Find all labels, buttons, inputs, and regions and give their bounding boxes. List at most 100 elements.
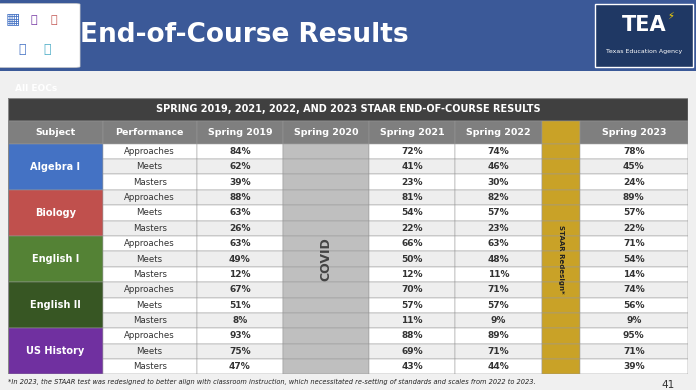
Bar [283, 221, 369, 236]
Bar [283, 344, 369, 359]
Bar [541, 205, 580, 221]
Text: 88%: 88% [402, 332, 423, 340]
Text: 74%: 74% [623, 285, 644, 294]
Text: 57%: 57% [488, 301, 509, 310]
Bar [455, 328, 541, 344]
Text: 54%: 54% [623, 255, 644, 264]
Text: 82%: 82% [488, 193, 509, 202]
Bar [283, 267, 369, 282]
Bar [102, 236, 197, 252]
Bar [8, 190, 102, 236]
Text: 66%: 66% [402, 239, 423, 248]
Text: 30%: 30% [488, 178, 509, 187]
Bar [455, 221, 541, 236]
Text: 81%: 81% [402, 193, 423, 202]
Bar [369, 205, 455, 221]
Bar [580, 252, 688, 267]
Bar [369, 344, 455, 359]
Bar [455, 344, 541, 359]
Bar [541, 121, 580, 144]
Text: 84%: 84% [229, 147, 251, 156]
Bar [102, 121, 197, 144]
Text: TEA: TEA [622, 15, 666, 35]
Bar [197, 328, 283, 344]
Bar [102, 267, 197, 282]
Bar [455, 236, 541, 252]
Text: 63%: 63% [229, 239, 251, 248]
Text: 9%: 9% [491, 316, 506, 325]
Bar [580, 121, 688, 144]
Bar [283, 313, 369, 328]
Bar [541, 190, 580, 205]
Text: 62%: 62% [229, 162, 251, 171]
Bar [541, 344, 580, 359]
Text: English II: English II [30, 300, 81, 310]
Text: Approaches: Approaches [125, 239, 175, 248]
Bar [197, 236, 283, 252]
Bar [197, 313, 283, 328]
Text: 71%: 71% [623, 239, 644, 248]
Bar [283, 205, 369, 221]
Bar [580, 236, 688, 252]
Bar [369, 221, 455, 236]
Text: Approaches: Approaches [125, 147, 175, 156]
Text: 89%: 89% [488, 332, 509, 340]
Bar [197, 190, 283, 205]
Bar [541, 159, 580, 174]
Bar [455, 252, 541, 267]
Text: 11%: 11% [402, 316, 423, 325]
Bar [369, 359, 455, 374]
Text: Meets: Meets [136, 208, 163, 218]
Bar [8, 144, 102, 190]
Bar [541, 282, 580, 298]
Bar [580, 221, 688, 236]
Text: Spring 2023: Spring 2023 [601, 128, 666, 137]
Bar [197, 267, 283, 282]
Text: Subject: Subject [35, 128, 76, 137]
Bar [580, 344, 688, 359]
Text: 50%: 50% [402, 255, 423, 264]
Text: 89%: 89% [623, 193, 644, 202]
Text: 93%: 93% [229, 332, 251, 340]
Text: 72%: 72% [402, 147, 423, 156]
Text: 46%: 46% [488, 162, 509, 171]
Text: 54%: 54% [402, 208, 423, 218]
Text: *In 2023, the STAAR test was redesigned to better align with classroom instructi: *In 2023, the STAAR test was redesigned … [8, 379, 536, 385]
Text: 📖: 📖 [30, 15, 37, 25]
Bar [283, 252, 369, 267]
Bar [541, 236, 580, 252]
Bar [197, 205, 283, 221]
FancyBboxPatch shape [0, 4, 80, 67]
Bar [455, 313, 541, 328]
Bar [580, 282, 688, 298]
Bar [580, 298, 688, 313]
Text: 8%: 8% [232, 316, 248, 325]
Text: 44%: 44% [488, 362, 509, 371]
Bar [369, 121, 455, 144]
Bar [8, 328, 102, 374]
Text: End-of-Course Results: End-of-Course Results [80, 23, 409, 48]
Text: 71%: 71% [623, 347, 644, 356]
FancyBboxPatch shape [595, 4, 693, 67]
Bar [580, 328, 688, 344]
Bar [541, 144, 580, 159]
Text: Masters: Masters [133, 178, 166, 187]
Text: 24%: 24% [623, 178, 644, 187]
Bar [283, 190, 369, 205]
Bar [102, 190, 197, 205]
Bar [369, 298, 455, 313]
Bar [102, 344, 197, 359]
Bar [283, 159, 369, 174]
Bar [102, 359, 197, 374]
Bar [455, 190, 541, 205]
Bar [580, 159, 688, 174]
Text: 67%: 67% [229, 285, 251, 294]
Text: Masters: Masters [133, 316, 166, 325]
Text: Approaches: Approaches [125, 332, 175, 340]
Bar [8, 98, 688, 121]
Bar [197, 252, 283, 267]
Bar [197, 121, 283, 144]
Bar [102, 313, 197, 328]
Text: Meets: Meets [136, 347, 163, 356]
Bar [369, 144, 455, 159]
